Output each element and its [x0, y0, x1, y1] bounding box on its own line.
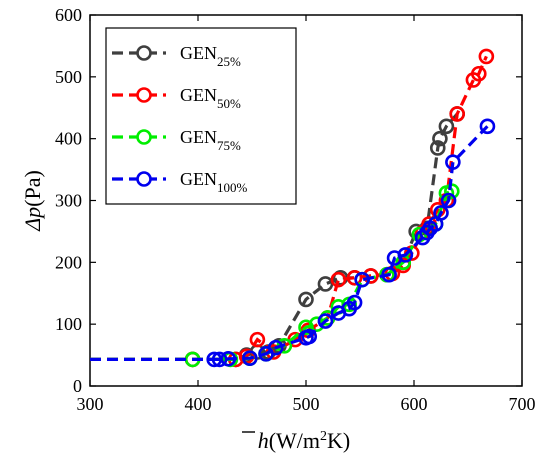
x-axis-unit: (W/m [269, 428, 320, 453]
data-point [479, 118, 496, 135]
legend-label-subscript: 100% [217, 180, 248, 195]
y-tick-label: 100 [55, 314, 82, 334]
legend-label-subscript: 25% [217, 54, 241, 69]
legend-label-name: GEN [180, 43, 217, 63]
x-tick-label: 300 [77, 394, 104, 414]
data-point [346, 269, 363, 286]
data-point [220, 350, 237, 367]
data-point [449, 106, 466, 122]
series-100% [90, 118, 496, 368]
y-tick-label: 500 [55, 67, 82, 87]
y-axis-symbol: Δp [20, 207, 45, 232]
series-layer [90, 48, 496, 368]
legend-label: GEN100% [180, 169, 248, 195]
y-tick-label: 200 [55, 252, 82, 272]
data-point [301, 328, 318, 345]
x-axis-symbol: h [258, 428, 269, 453]
legend-label-name: GEN [180, 85, 217, 105]
legend-swatch-marker [136, 45, 152, 61]
legend-label: GEN25% [180, 43, 241, 69]
data-point [249, 331, 266, 348]
axis-labels: h(W/m2K) Δp(Pa) [20, 170, 350, 453]
data-point [433, 205, 449, 221]
legend-label-name: GEN [180, 169, 217, 189]
y-tick-label: 400 [55, 129, 82, 149]
data-point [242, 350, 258, 366]
y-tick-label: 0 [73, 376, 82, 396]
legend-swatch-marker [136, 171, 152, 187]
series-line [90, 125, 489, 361]
data-point [429, 140, 446, 156]
legend: GEN25%GEN50%GEN75%GEN100% [105, 27, 297, 205]
x-tick-label: 700 [509, 394, 536, 414]
x-tick-label: 400 [185, 394, 212, 414]
data-point [317, 313, 334, 329]
data-point [432, 130, 448, 147]
data-point [298, 291, 314, 308]
data-point [438, 118, 455, 135]
series-50% [90, 48, 495, 368]
data-point [381, 266, 397, 283]
legend-label-name: GEN [180, 127, 217, 147]
data-point [211, 351, 228, 368]
legend-swatch-marker [136, 87, 152, 103]
data-point [330, 271, 347, 288]
data-point [445, 154, 461, 170]
legend-label: GEN75% [180, 127, 241, 153]
y-tick-label: 600 [55, 5, 82, 25]
x-tick-label: 500 [293, 394, 320, 414]
axes-layer: 300 400 500 600 700 0 100 200 300 400 500 600 [55, 5, 536, 414]
y-tick-label: 300 [55, 191, 82, 211]
data-point [470, 65, 487, 82]
x-tick-label: 600 [401, 394, 428, 414]
legend-label-subscript: 50% [217, 96, 241, 111]
x-axis-label: h(W/m2K) [258, 428, 351, 453]
data-point [267, 339, 284, 356]
legend-label-subscript: 75% [217, 138, 241, 153]
x-axis-unit-exponent: 2 [320, 429, 327, 444]
legend-swatch-marker [136, 129, 152, 145]
data-point [346, 294, 363, 311]
y-axis-unit: (Pa) [20, 170, 45, 207]
y-axis-label: Δp(Pa) [20, 170, 45, 232]
legend-label: GEN50% [180, 85, 241, 111]
data-point [362, 268, 379, 284]
data-point [440, 192, 457, 209]
data-point [354, 271, 370, 288]
data-point [397, 247, 414, 263]
data-point [478, 48, 495, 65]
x-axis-unit-suffix: K) [327, 428, 350, 453]
